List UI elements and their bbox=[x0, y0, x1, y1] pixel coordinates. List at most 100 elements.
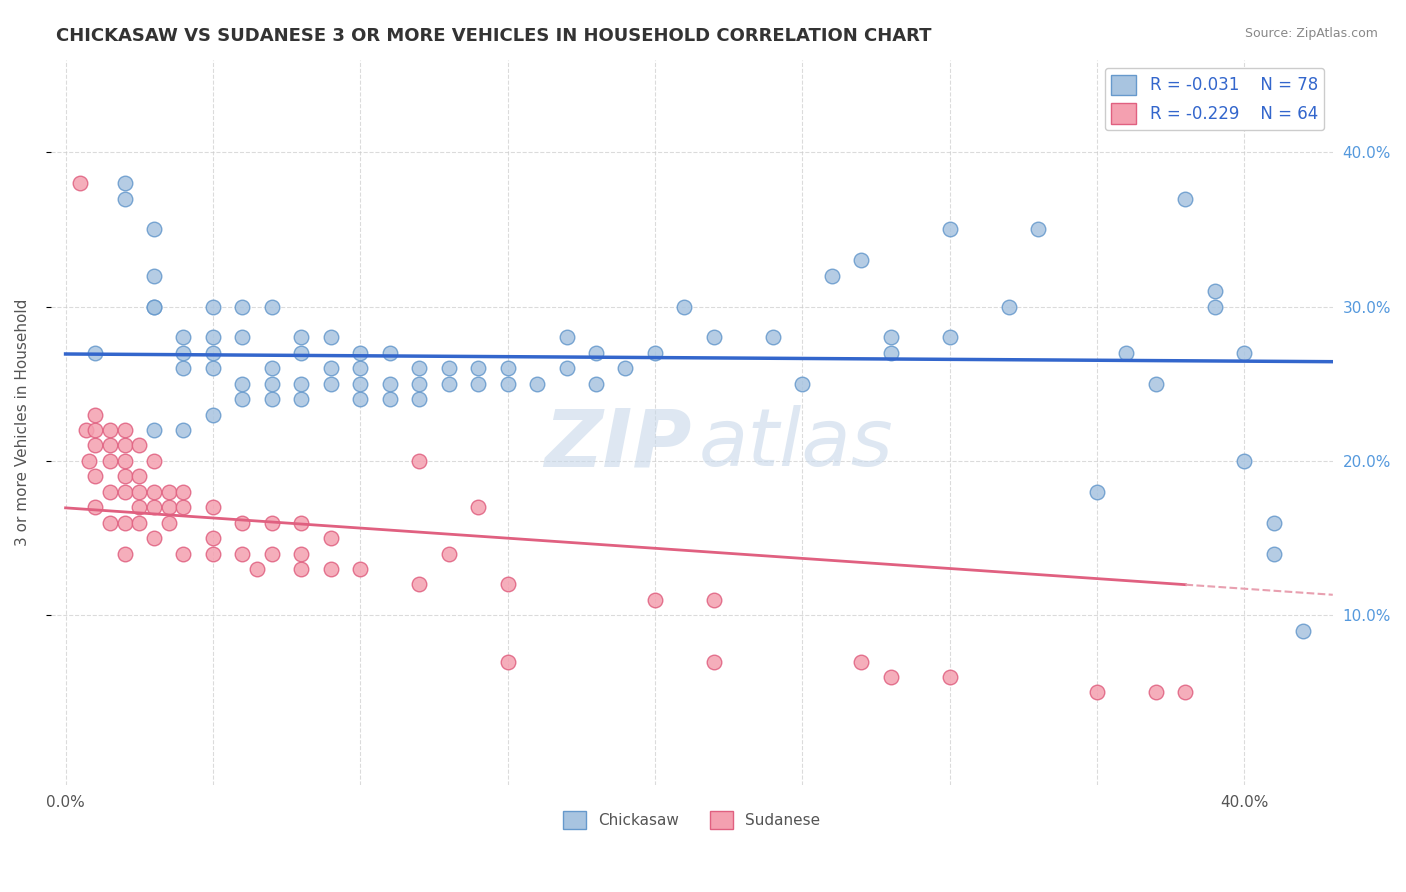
Point bbox=[437, 361, 460, 376]
Point bbox=[644, 592, 666, 607]
Point bbox=[1085, 484, 1108, 499]
Point bbox=[201, 408, 224, 422]
Point bbox=[1144, 376, 1167, 391]
Point bbox=[260, 361, 283, 376]
Point bbox=[703, 592, 725, 607]
Point bbox=[114, 516, 136, 530]
Point bbox=[128, 516, 150, 530]
Point bbox=[84, 346, 107, 360]
Point bbox=[98, 454, 121, 468]
Point bbox=[437, 547, 460, 561]
Point bbox=[77, 454, 100, 468]
Point bbox=[1026, 222, 1049, 236]
Point bbox=[408, 392, 430, 407]
Point bbox=[143, 268, 166, 283]
Point bbox=[172, 547, 194, 561]
Point bbox=[1263, 547, 1285, 561]
Point bbox=[526, 376, 548, 391]
Point bbox=[143, 454, 166, 468]
Point bbox=[851, 253, 873, 268]
Point bbox=[437, 376, 460, 391]
Point bbox=[98, 423, 121, 437]
Point bbox=[114, 176, 136, 190]
Point bbox=[157, 516, 180, 530]
Point bbox=[555, 361, 578, 376]
Point bbox=[496, 376, 519, 391]
Point bbox=[496, 577, 519, 591]
Point bbox=[128, 500, 150, 515]
Point bbox=[378, 376, 401, 391]
Point bbox=[880, 346, 903, 360]
Point bbox=[172, 361, 194, 376]
Point bbox=[349, 376, 371, 391]
Point bbox=[260, 300, 283, 314]
Point bbox=[143, 484, 166, 499]
Y-axis label: 3 or more Vehicles in Household: 3 or more Vehicles in Household bbox=[15, 299, 30, 546]
Point bbox=[555, 330, 578, 344]
Point bbox=[467, 361, 489, 376]
Point bbox=[172, 423, 194, 437]
Point bbox=[1233, 454, 1256, 468]
Point bbox=[467, 500, 489, 515]
Point bbox=[585, 346, 607, 360]
Point bbox=[938, 670, 960, 684]
Point bbox=[201, 500, 224, 515]
Point bbox=[231, 516, 253, 530]
Point bbox=[1233, 346, 1256, 360]
Point bbox=[319, 376, 342, 391]
Point bbox=[157, 500, 180, 515]
Point bbox=[84, 408, 107, 422]
Point bbox=[408, 454, 430, 468]
Point bbox=[703, 330, 725, 344]
Point bbox=[114, 423, 136, 437]
Point bbox=[349, 562, 371, 576]
Point bbox=[1204, 284, 1226, 298]
Point bbox=[880, 330, 903, 344]
Point bbox=[880, 670, 903, 684]
Point bbox=[231, 300, 253, 314]
Point bbox=[290, 330, 312, 344]
Point bbox=[997, 300, 1019, 314]
Point bbox=[172, 500, 194, 515]
Point bbox=[84, 469, 107, 483]
Point bbox=[260, 392, 283, 407]
Point bbox=[143, 222, 166, 236]
Point bbox=[349, 361, 371, 376]
Point bbox=[408, 577, 430, 591]
Point bbox=[201, 547, 224, 561]
Point bbox=[201, 300, 224, 314]
Point bbox=[1204, 300, 1226, 314]
Point bbox=[98, 438, 121, 452]
Point bbox=[84, 500, 107, 515]
Point bbox=[201, 346, 224, 360]
Point bbox=[821, 268, 844, 283]
Point bbox=[378, 346, 401, 360]
Point bbox=[644, 346, 666, 360]
Point bbox=[408, 361, 430, 376]
Point bbox=[792, 376, 814, 391]
Point bbox=[231, 392, 253, 407]
Point bbox=[408, 376, 430, 391]
Point bbox=[114, 547, 136, 561]
Point bbox=[98, 516, 121, 530]
Point bbox=[614, 361, 637, 376]
Point bbox=[349, 392, 371, 407]
Point bbox=[231, 376, 253, 391]
Point bbox=[143, 531, 166, 545]
Point bbox=[1292, 624, 1315, 638]
Point bbox=[938, 330, 960, 344]
Point bbox=[260, 376, 283, 391]
Point bbox=[1174, 192, 1197, 206]
Point bbox=[128, 484, 150, 499]
Point bbox=[467, 376, 489, 391]
Point bbox=[201, 361, 224, 376]
Point bbox=[84, 438, 107, 452]
Point bbox=[231, 547, 253, 561]
Point bbox=[1144, 685, 1167, 699]
Point bbox=[290, 346, 312, 360]
Point bbox=[231, 330, 253, 344]
Text: atlas: atlas bbox=[699, 405, 893, 483]
Point bbox=[98, 484, 121, 499]
Point bbox=[762, 330, 785, 344]
Point bbox=[172, 484, 194, 499]
